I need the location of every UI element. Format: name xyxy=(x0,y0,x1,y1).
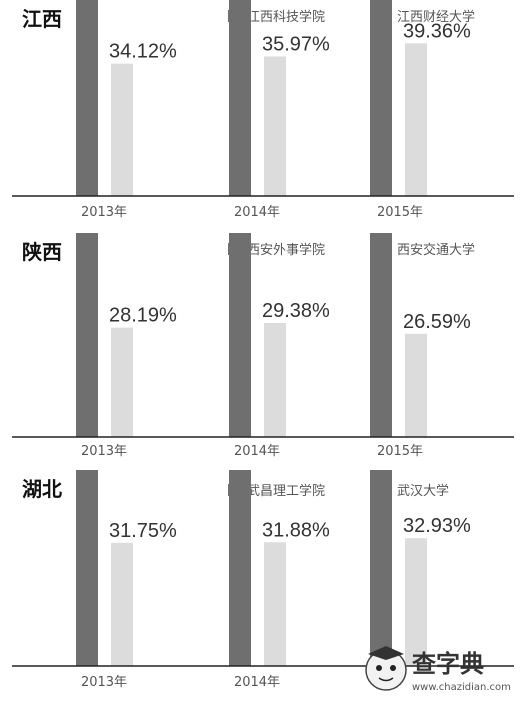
x-tick-label: 2013年 xyxy=(81,205,127,220)
chart-title: 陕西 xyxy=(22,240,62,264)
bar-series-2 xyxy=(111,327,133,437)
watermark-url: www.chazidian.com xyxy=(412,682,511,693)
data-label: 28.19% xyxy=(109,305,177,327)
bar-series-1 xyxy=(229,0,251,196)
chart-title: 江西 xyxy=(22,7,62,31)
chart-title: 湖北 xyxy=(22,477,62,501)
chart-panel-jiangxi: 江西 江西科技学院 江西财经大学 53.31%34.12%56.93%35.97… xyxy=(0,0,520,230)
x-tick-label: 2015年 xyxy=(377,205,423,220)
legend-label-series-1: 江西科技学院 xyxy=(247,9,325,25)
bar-series-1 xyxy=(229,233,251,437)
bar-series-2 xyxy=(264,323,286,437)
legend-label-series-1: 武昌理工学院 xyxy=(247,483,325,499)
data-label: 35.97% xyxy=(262,33,330,55)
bar-series-1 xyxy=(370,470,392,666)
bar-series-2 xyxy=(405,43,427,196)
bar-group: 57.45%28.19%58.42%29.38%58.96%26.59% xyxy=(76,233,471,437)
legend-label-series-2: 西安交通大学 xyxy=(397,242,475,258)
bar-series-2 xyxy=(111,542,133,666)
bar-group: 58.22%31.75%55.34%31.88%52.86%32.93% xyxy=(76,470,471,666)
bar-series-1 xyxy=(76,0,98,197)
bar-series-2 xyxy=(264,56,286,196)
watermark-name: 查字典 xyxy=(412,650,484,678)
x-tick-label: 2013年 xyxy=(81,444,127,459)
bar-series-2 xyxy=(405,538,427,666)
bar-series-1 xyxy=(76,470,98,666)
data-label: 31.75% xyxy=(109,520,177,542)
data-label: 39.36% xyxy=(403,20,471,42)
data-label: 29.38% xyxy=(262,300,330,322)
chart-panel-hubei: 湖北 武昌理工学院 武汉大学 58.22%31.75%55.34%31.88%5… xyxy=(0,470,520,700)
chart-panel-shaanxi: 陕西 西安外事学院 西安交通大学 57.45%28.19%58.42%29.38… xyxy=(0,233,520,463)
legend-label-series-1: 西安外事学院 xyxy=(247,242,325,258)
data-label: 32.93% xyxy=(403,515,471,537)
x-tick-label: 2013年 xyxy=(81,675,127,690)
bar-series-1 xyxy=(76,233,98,437)
bar-group: 53.31%34.12%56.93%35.97%59.91%39.36% xyxy=(76,0,471,197)
x-tick-label: 2015年 xyxy=(377,444,423,459)
bar-series-1 xyxy=(229,470,251,666)
data-label: 31.88% xyxy=(262,519,330,541)
watermark-logo: 查字典 www.chazidian.com xyxy=(362,640,514,698)
x-tick-label: 2014年 xyxy=(234,675,280,690)
x-tick-label: 2014年 xyxy=(234,444,280,459)
bar-series-2 xyxy=(111,63,133,197)
data-label: 34.12% xyxy=(109,41,177,63)
legend-label-series-2: 武汉大学 xyxy=(397,483,449,499)
chart-svg-jiangxi: 江西 江西科技学院 江西财经大学 53.31%34.12%56.93%35.97… xyxy=(12,0,514,220)
bar-series-1 xyxy=(370,0,392,197)
x-tick-label: 2014年 xyxy=(234,205,280,220)
legend-label-series-2: 江西财经大学 xyxy=(397,9,475,25)
bar-series-2 xyxy=(405,333,427,437)
bar-series-2 xyxy=(264,542,286,666)
data-label: 26.59% xyxy=(403,311,471,333)
chart-svg-hubei: 湖北 武昌理工学院 武汉大学 58.22%31.75%55.34%31.88%5… xyxy=(12,470,514,690)
chart-svg-shaanxi: 陕西 西安外事学院 西安交通大学 57.45%28.19%58.42%29.38… xyxy=(12,233,514,459)
bar-series-1 xyxy=(370,233,392,437)
